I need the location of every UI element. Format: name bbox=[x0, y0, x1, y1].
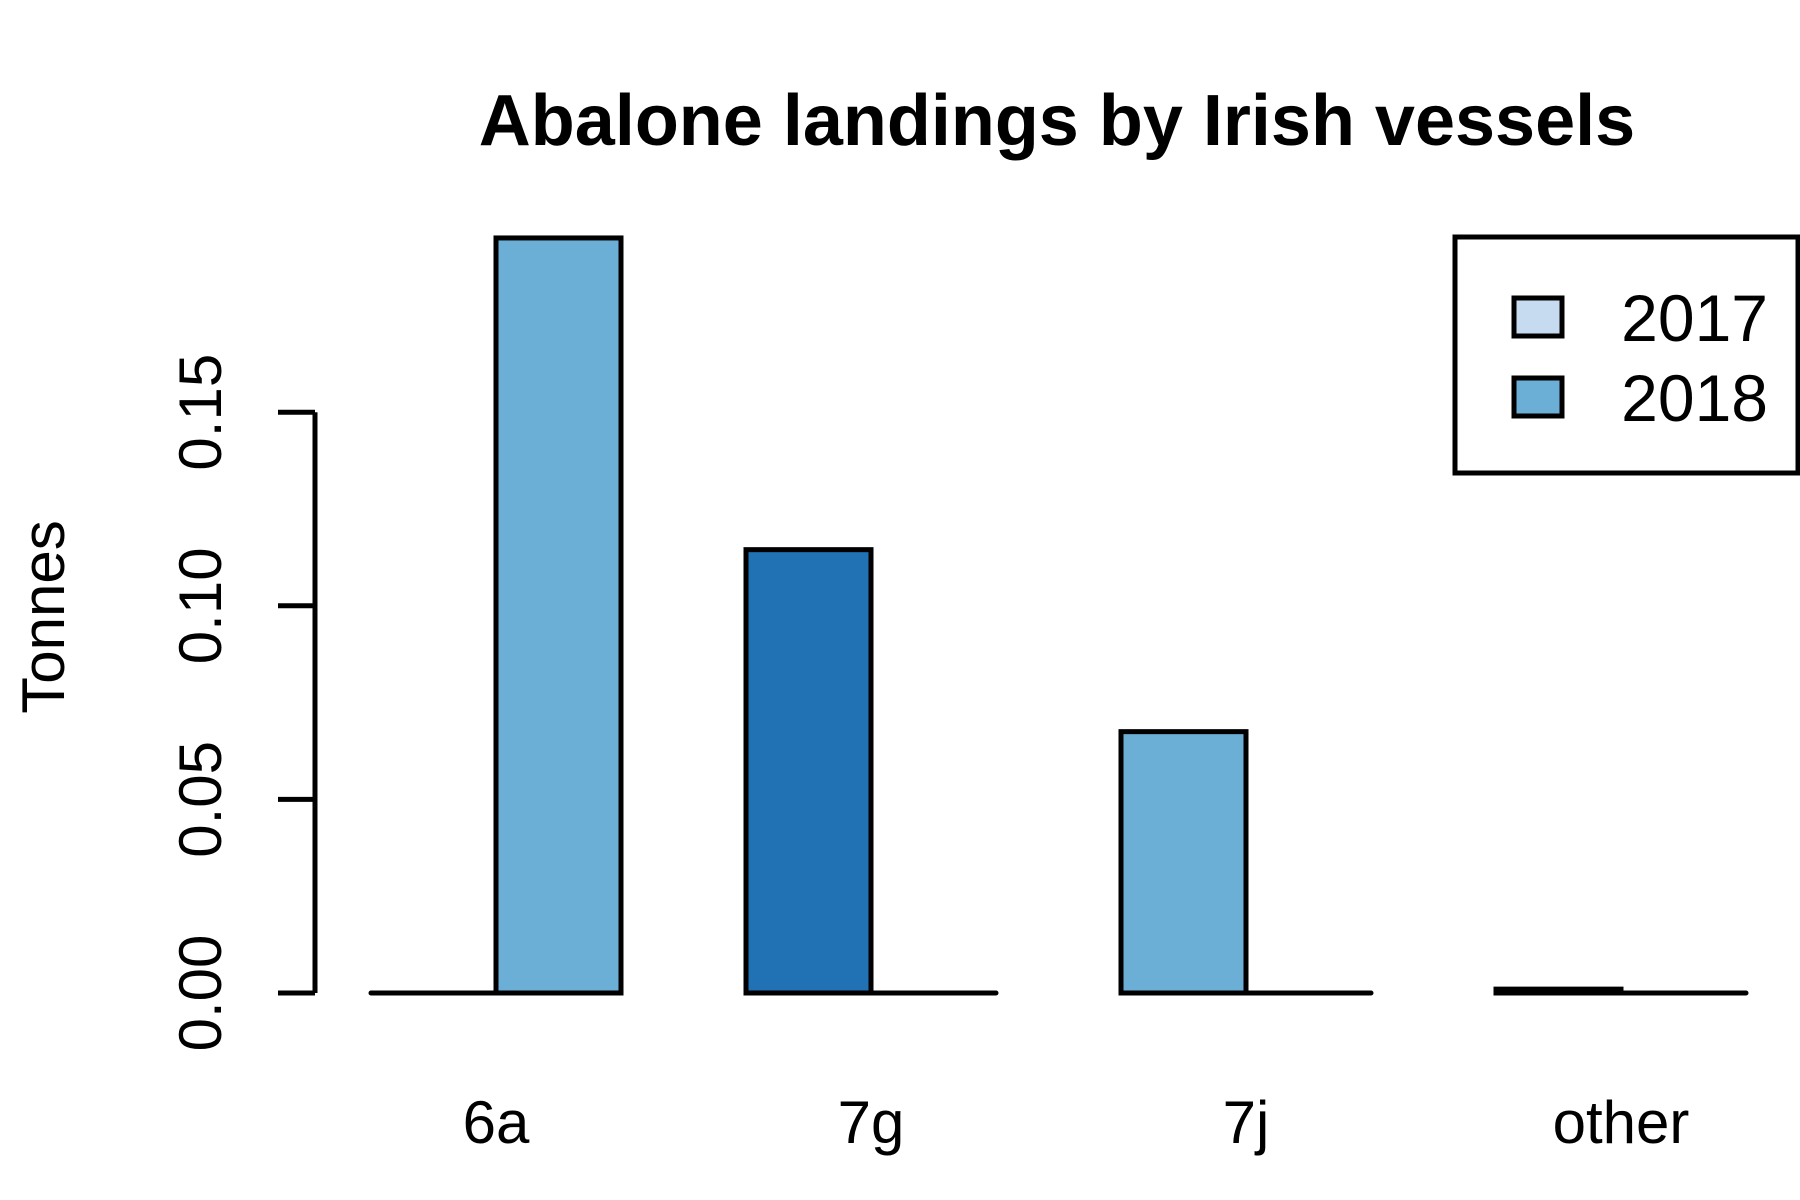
x-tick-label: 7j bbox=[1223, 1089, 1270, 1156]
legend-swatch-2018 bbox=[1511, 375, 1565, 419]
x-tick-label: other bbox=[1553, 1089, 1690, 1156]
y-axis: 0.00 0.05 0.10 0.15 bbox=[167, 354, 318, 1052]
bars-group bbox=[368, 235, 1749, 996]
x-tick-label: 6a bbox=[463, 1089, 530, 1156]
legend-swatch-2017 bbox=[1511, 295, 1565, 339]
legend-label: 2018 bbox=[1621, 361, 1768, 435]
bar-6a-2018 bbox=[493, 235, 624, 996]
bar-7g-2017 bbox=[743, 547, 874, 996]
bar-7j-2017 bbox=[1118, 729, 1249, 996]
legend-box bbox=[1452, 234, 1800, 476]
y-tick-label: 0.00 bbox=[167, 935, 234, 1052]
y-tick-label: 0.15 bbox=[167, 354, 234, 471]
bar-other-2017 bbox=[1493, 986, 1624, 996]
y-axis-title: Tonnes bbox=[10, 520, 77, 713]
y-tick-label: 0.05 bbox=[167, 741, 234, 858]
chart-title: Abalone landings by Irish vessels bbox=[479, 81, 1635, 161]
legend-label: 2017 bbox=[1621, 281, 1768, 355]
y-tick-label: 0.10 bbox=[167, 547, 234, 664]
x-axis-labels: 6a 7g 7j other bbox=[463, 1089, 1690, 1156]
x-tick-label: 7g bbox=[838, 1089, 905, 1156]
